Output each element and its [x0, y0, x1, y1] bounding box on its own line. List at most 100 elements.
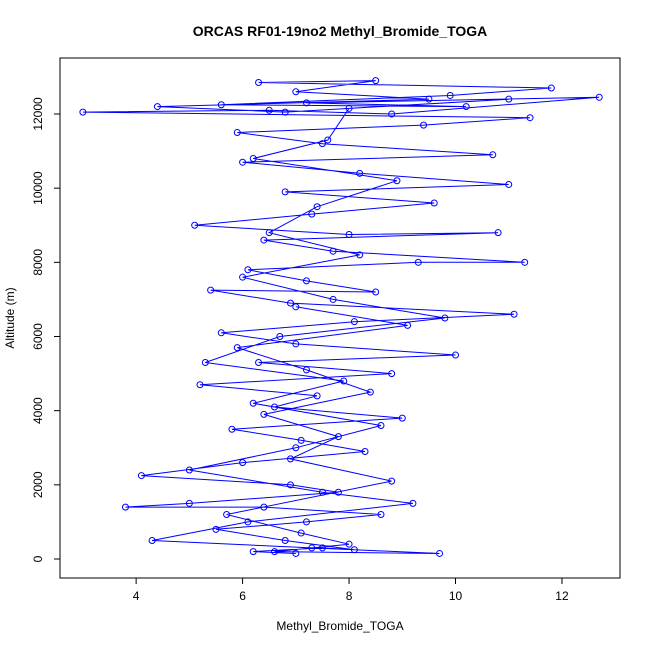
- data-point: [324, 136, 332, 144]
- data-point: [308, 544, 316, 552]
- data-point: [79, 108, 87, 116]
- data-point: [356, 169, 364, 177]
- data-point: [244, 266, 252, 274]
- data-point: [313, 392, 321, 400]
- data-point: [318, 544, 326, 552]
- data-point: [185, 499, 193, 507]
- data-point: [494, 229, 502, 237]
- data-point: [249, 154, 257, 162]
- data-point: [292, 303, 300, 311]
- data-point: [505, 95, 513, 103]
- data-point: [430, 199, 438, 207]
- data-point: [255, 358, 263, 366]
- data-point: [244, 518, 252, 526]
- data-point: [271, 548, 279, 556]
- data-point: [462, 103, 470, 111]
- data-point: [436, 549, 444, 557]
- data-point: [329, 247, 337, 255]
- data-point: [302, 99, 310, 107]
- x-tick-label: 10: [449, 589, 463, 603]
- data-point: [345, 104, 353, 112]
- data-point: [281, 108, 289, 116]
- data-point: [286, 455, 294, 463]
- data-point: [249, 548, 257, 556]
- data-point: [510, 310, 518, 318]
- data-point: [340, 377, 348, 385]
- x-tick-label: 12: [555, 589, 569, 603]
- data-point: [388, 477, 396, 485]
- data-point: [286, 299, 294, 307]
- y-axis-label: Altitude (m): [3, 287, 17, 348]
- data-point: [223, 511, 231, 519]
- data-point: [191, 221, 199, 229]
- x-tick-label: 6: [239, 589, 246, 603]
- data-point: [297, 436, 305, 444]
- data-point: [489, 151, 497, 159]
- data-point: [271, 403, 279, 411]
- data-point: [388, 370, 396, 378]
- chart-title: ORCAS RF01-19no2 Methyl_Bromide_TOGA: [193, 23, 488, 39]
- data-point: [414, 258, 422, 266]
- x-tick-label: 8: [346, 589, 353, 603]
- data-point: [302, 277, 310, 285]
- data-point: [153, 103, 161, 111]
- data-point: [361, 447, 369, 455]
- y-tick-label: 2000: [31, 471, 45, 498]
- data-point: [446, 91, 454, 99]
- data-point: [121, 503, 129, 511]
- data-point: [239, 158, 247, 166]
- data-point: [281, 536, 289, 544]
- data-point: [372, 77, 380, 85]
- y-tick-label: 4000: [31, 397, 45, 424]
- data-point: [286, 481, 294, 489]
- data-point: [302, 366, 310, 374]
- data-point: [239, 273, 247, 281]
- data-point: [185, 466, 193, 474]
- data-point: [393, 177, 401, 185]
- x-axis-label: Methyl_Bromide_TOGA: [276, 619, 403, 633]
- data-point: [547, 84, 555, 92]
- y-tick-label: 8000: [31, 249, 45, 276]
- data-point: [233, 344, 241, 352]
- data-point: [196, 381, 204, 389]
- plot-box: [59, 57, 621, 579]
- data-point: [217, 101, 225, 109]
- data-point: [366, 388, 374, 396]
- data-point: [350, 546, 358, 554]
- data-point: [276, 333, 284, 341]
- data-point: [265, 106, 273, 114]
- data-point: [420, 121, 428, 129]
- data-point: [372, 288, 380, 296]
- data-point: [425, 95, 433, 103]
- data-point: [265, 229, 273, 237]
- data-point: [233, 129, 241, 137]
- data-point: [302, 518, 310, 526]
- y-tick-label: 0: [31, 555, 45, 562]
- data-point: [318, 140, 326, 148]
- data-point: [521, 258, 529, 266]
- data-point: [292, 549, 300, 557]
- data-point: [409, 499, 417, 507]
- data-point: [329, 295, 337, 303]
- data-point: [292, 340, 300, 348]
- data-point: [260, 236, 268, 244]
- data-line: [82, 80, 600, 554]
- data-point: [249, 399, 257, 407]
- x-tick-label: 4: [133, 589, 140, 603]
- y-tick-label: 10000: [31, 171, 45, 205]
- data-point: [217, 329, 225, 337]
- data-point: [345, 231, 353, 239]
- data-point: [137, 472, 145, 480]
- data-point: [452, 351, 460, 359]
- data-point: [255, 78, 263, 86]
- data-point: [318, 488, 326, 496]
- data-point: [239, 459, 247, 467]
- data-point: [260, 503, 268, 511]
- data-point: [345, 540, 353, 548]
- data-point: [212, 525, 220, 533]
- data-point: [388, 110, 396, 118]
- data-point: [207, 286, 215, 294]
- data-point: [356, 251, 364, 259]
- data-point: [334, 433, 342, 441]
